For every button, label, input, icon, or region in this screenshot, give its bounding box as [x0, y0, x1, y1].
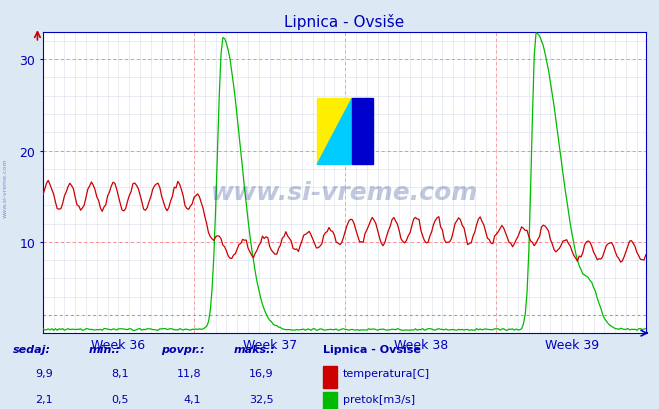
Text: 2,1: 2,1 [35, 394, 53, 404]
Bar [323, 366, 337, 388]
Polygon shape [317, 99, 352, 165]
Bar [323, 392, 337, 409]
Text: www.si-vreme.com: www.si-vreme.com [3, 158, 8, 218]
Text: 0,5: 0,5 [111, 394, 129, 404]
Text: povpr.:: povpr.: [161, 344, 205, 354]
Text: www.si-vreme.com: www.si-vreme.com [211, 180, 478, 204]
Text: maks.:: maks.: [234, 344, 276, 354]
Text: 11,8: 11,8 [177, 368, 201, 378]
Polygon shape [317, 99, 352, 165]
Text: 32,5: 32,5 [249, 394, 273, 404]
Text: pretok[m3/s]: pretok[m3/s] [343, 394, 415, 404]
Text: Lipnica - Ovsiše: Lipnica - Ovsiše [323, 344, 421, 354]
Bar [352, 99, 373, 165]
Text: 9,9: 9,9 [35, 368, 53, 378]
Text: 16,9: 16,9 [249, 368, 273, 378]
Text: min.:: min.: [89, 344, 121, 354]
Text: temperatura[C]: temperatura[C] [343, 368, 430, 378]
Text: 4,1: 4,1 [183, 394, 201, 404]
Text: 8,1: 8,1 [111, 368, 129, 378]
Title: Lipnica - Ovsiše: Lipnica - Ovsiše [284, 14, 405, 30]
Text: sedaj:: sedaj: [13, 344, 51, 354]
